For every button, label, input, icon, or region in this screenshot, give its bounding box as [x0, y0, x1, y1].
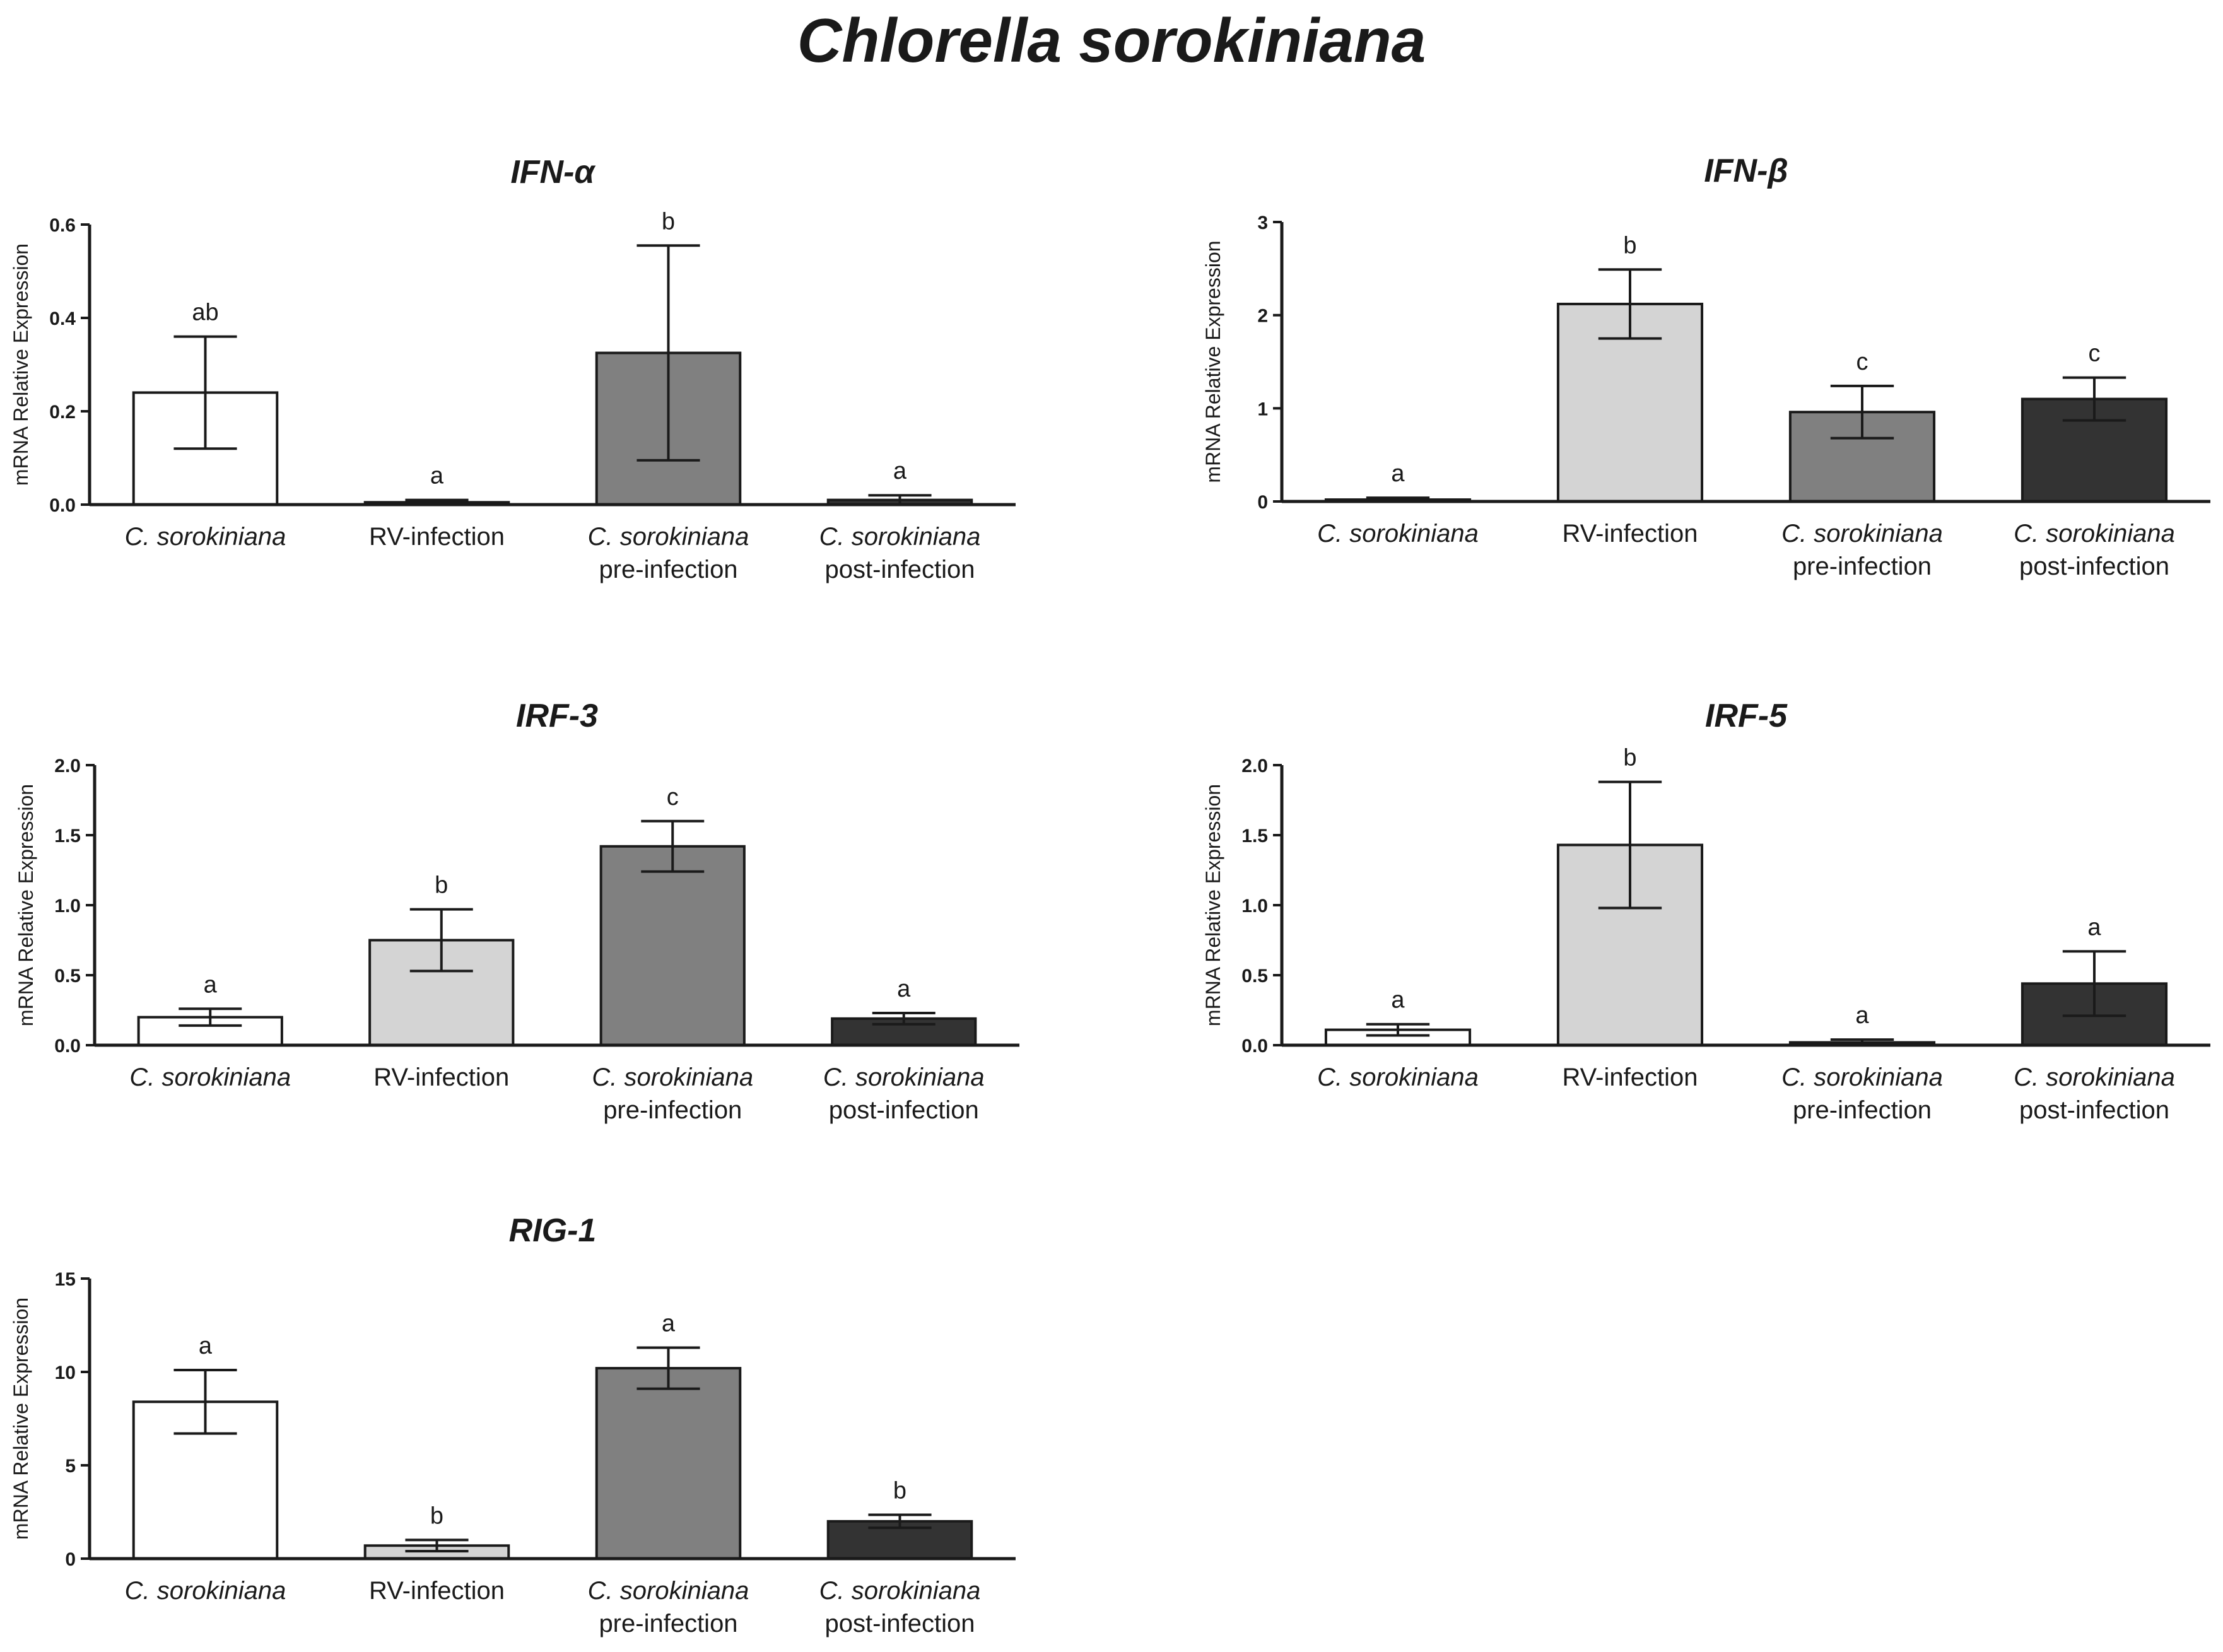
y-axis-label: mRNA Relative Expression — [15, 784, 37, 1026]
bar — [599, 845, 746, 1046]
significance-letter: a — [897, 976, 911, 1002]
y-tick-label: 2.0 — [1241, 756, 1268, 776]
y-axis-label: mRNA Relative Expression — [1202, 240, 1224, 483]
y-tick-label: 2 — [1257, 306, 1268, 327]
category-label-line2: pre-infection — [599, 556, 737, 583]
category-label: RV-infection — [1563, 520, 1698, 548]
panel-title: IFN-α — [510, 154, 596, 190]
y-axis-label: mRNA Relative Expression — [1202, 784, 1224, 1026]
y-tick-label: 1.0 — [1241, 896, 1268, 917]
y-axis-label: mRNA Relative Expression — [9, 243, 32, 486]
y-tick-label: 0.0 — [1241, 1036, 1268, 1057]
category-label: C. sorokiniana — [819, 1577, 981, 1605]
category-label: RV-infection — [369, 1577, 505, 1605]
category-label: C. sorokiniana — [2014, 520, 2175, 548]
significance-letter: a — [199, 1333, 213, 1359]
y-tick-label: 0.4 — [49, 308, 76, 329]
bar — [1556, 843, 1704, 1047]
y-tick-label: 3 — [1257, 213, 1268, 233]
category-label-line2: pre-infection — [1793, 1096, 1932, 1124]
category-label-line2: post-infection — [825, 556, 975, 583]
y-tick-label: 0.0 — [49, 495, 76, 516]
y-tick-label: 1 — [1257, 399, 1268, 419]
panel-title: IRF-3 — [516, 698, 598, 734]
y-tick-label: 0.5 — [1241, 966, 1268, 987]
panel-title: IFN-β — [1704, 153, 1788, 189]
panel-title: IRF-5 — [1705, 698, 1788, 734]
significance-letter: a — [1391, 987, 1405, 1014]
y-tick-label: 15 — [55, 1269, 76, 1290]
significance-letter: a — [204, 971, 218, 998]
category-label-line2: pre-infection — [599, 1610, 737, 1637]
y-tick-label: 0.5 — [54, 966, 81, 987]
significance-letter: b — [1623, 745, 1636, 771]
y-tick-label: 0.6 — [49, 215, 76, 236]
category-label: C. sorokiniana — [2014, 1063, 2175, 1091]
category-label: C. sorokiniana — [1781, 520, 1943, 548]
category-label: C. sorokiniana — [588, 523, 749, 551]
category-label-line2: pre-infection — [1793, 553, 1932, 580]
panel-title: RIG-1 — [509, 1212, 597, 1249]
category-label: C. sorokiniana — [1781, 1063, 1943, 1091]
category-label: RV-infection — [373, 1063, 509, 1091]
y-tick-label: 0.2 — [49, 402, 76, 423]
y-tick-label: 1.5 — [1241, 826, 1268, 847]
y-tick-label: 0 — [1257, 492, 1268, 513]
category-label-line2: post-infection — [825, 1610, 975, 1637]
significance-letter: c — [1856, 349, 1868, 375]
significance-letter: b — [662, 208, 675, 235]
category-label-line2: post-infection — [829, 1096, 979, 1124]
significance-letter: b — [893, 1477, 906, 1504]
bar — [595, 1367, 742, 1561]
category-label: C. sorokiniana — [125, 523, 286, 551]
category-label: C. sorokiniana — [125, 1577, 286, 1605]
y-axis-label: mRNA Relative Expression — [9, 1298, 32, 1540]
category-label: C. sorokiniana — [1317, 520, 1479, 548]
category-label: C. sorokiniana — [823, 1063, 985, 1091]
significance-letter: b — [430, 1503, 443, 1529]
significance-letter: ab — [192, 300, 218, 326]
significance-letter: a — [2087, 914, 2101, 940]
category-label: C. sorokiniana — [1317, 1063, 1479, 1091]
category-label: C. sorokiniana — [588, 1577, 749, 1605]
y-tick-label: 0.0 — [54, 1036, 81, 1057]
significance-letter: b — [435, 872, 448, 899]
significance-letter: a — [893, 458, 907, 484]
category-label: C. sorokiniana — [592, 1063, 753, 1091]
figure-title: Chlorella sorokiniana — [797, 6, 1426, 75]
category-label-line2: post-infection — [2019, 553, 2169, 580]
significance-letter: c — [2089, 341, 2101, 367]
category-label: RV-infection — [1563, 1063, 1698, 1091]
y-tick-label: 10 — [55, 1362, 76, 1383]
category-label-line2: pre-infection — [603, 1096, 742, 1124]
category-label: C. sorokiniana — [819, 523, 981, 551]
significance-letter: b — [1623, 232, 1636, 259]
significance-letter: a — [430, 463, 444, 489]
significance-letter: a — [1391, 460, 1405, 487]
y-tick-label: 2.0 — [54, 756, 81, 776]
y-tick-label: 5 — [65, 1456, 76, 1477]
y-tick-label: 0 — [65, 1549, 76, 1570]
category-label: RV-infection — [369, 523, 505, 551]
category-label-line2: post-infection — [2019, 1096, 2169, 1124]
significance-letter: a — [1855, 1002, 1869, 1029]
y-tick-label: 1.5 — [54, 826, 81, 847]
significance-letter: a — [662, 1311, 676, 1337]
y-tick-label: 1.0 — [54, 896, 81, 917]
bar — [1788, 411, 1936, 503]
significance-letter: c — [667, 784, 679, 811]
category-label: C. sorokiniana — [129, 1063, 291, 1091]
